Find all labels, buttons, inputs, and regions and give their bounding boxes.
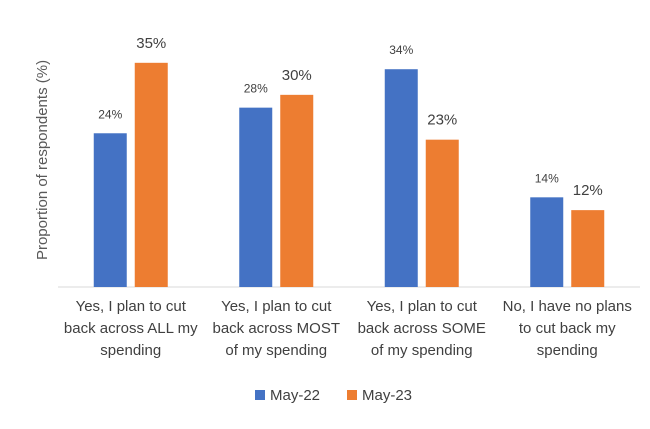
category-label-line: of my spending <box>371 342 473 359</box>
legend: May-22 May-23 <box>255 387 412 404</box>
bar-may-23-1 <box>134 62 168 288</box>
category-label-line: No, I have no plans <box>503 298 632 315</box>
bar-may-23-2 <box>280 94 314 288</box>
category-label-line: back across MOST <box>212 320 340 337</box>
bars <box>93 62 605 288</box>
data-label-may-22-2: 28% <box>244 82 268 96</box>
bar-may-23-4 <box>571 210 605 287</box>
bar-may-22-3 <box>384 69 418 287</box>
category-label-line: to cut back my <box>519 320 616 337</box>
legend-swatch-may-23 <box>347 390 357 400</box>
y-axis-label: Proportion of respondents (%) <box>34 60 51 260</box>
category-label-2: Yes, I plan to cut back across MOST of my … <box>212 298 340 359</box>
legend-swatch-may-22 <box>255 390 265 400</box>
bar-may-23-3 <box>425 139 459 287</box>
category-label-line: spending <box>100 342 161 359</box>
legend-label-may-23: May-23 <box>362 387 412 404</box>
data-label-may-23-2: 30% <box>282 67 312 84</box>
data-label-may-22-1: 24% <box>98 107 122 121</box>
category-label-line: of my spending <box>225 342 327 359</box>
data-label-may-23-4: 12% <box>573 182 603 199</box>
category-label-line: Yes, I plan to cut <box>221 298 332 315</box>
legend-label-may-22: May-22 <box>270 387 320 404</box>
category-label-line: back across ALL my <box>64 320 198 337</box>
data-labels: 24% 35% 28% 30% 34% 23% 14% 12% <box>98 35 603 199</box>
bar-may-22-2 <box>239 107 273 287</box>
category-label-4: No, I have no plans to cut back my spendin… <box>503 298 632 359</box>
data-label-may-22-4: 14% <box>535 171 559 185</box>
category-label-line: spending <box>537 342 598 359</box>
data-label-may-23-3: 23% <box>427 112 457 129</box>
plot-area: 24% 35% 28% 30% 34% 23% 14% 12% <box>58 35 640 288</box>
bar-may-22-4 <box>530 197 564 287</box>
category-axis-labels: Yes, I plan to cut back across ALL my spen… <box>64 298 632 359</box>
data-label-may-23-1: 35% <box>136 35 166 52</box>
category-label-line: Yes, I plan to cut <box>367 298 478 315</box>
data-label-may-22-3: 34% <box>389 43 413 57</box>
category-label-1: Yes, I plan to cut back across ALL my spen… <box>64 298 198 359</box>
category-label-line: back across SOME <box>358 320 486 337</box>
category-label-3: Yes, I plan to cut back across SOME of my … <box>358 298 486 359</box>
category-label-line: Yes, I plan to cut <box>76 298 187 315</box>
bar-may-22-1 <box>93 133 127 287</box>
